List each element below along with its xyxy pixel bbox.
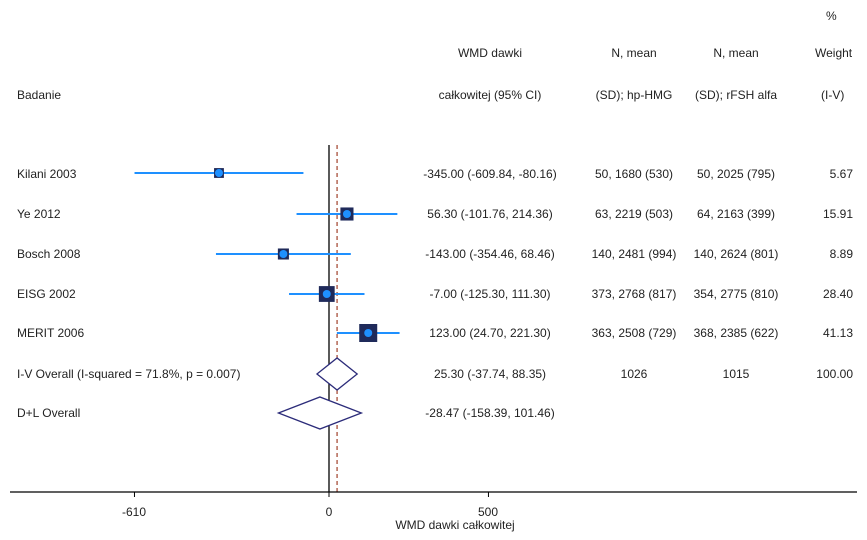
x-axis-label: WMD dawki całkowitej [395,518,515,532]
x-tick-label: 500 [477,505,499,519]
study-rfsh-value: 140, 2624 (801) [693,247,779,261]
x-tick-label: 0 [325,505,333,519]
study-label: Ye 2012 [17,207,61,221]
header-rfsh-line2: (SD); rFSH alfa [694,88,777,102]
overall-dl-label: D+L Overall [17,406,81,420]
header-study: Badanie [17,88,62,102]
study-label: Bosch 2008 [17,247,81,261]
header-weight-line2: (I-V) [821,88,845,102]
study-weight: 8.89 [829,247,853,261]
header-hp-line1: N, mean [611,46,657,60]
study-weight: 5.67 [829,167,853,181]
study-ci-text: -143.00 (-354.46, 68.46) [425,247,555,261]
study-point-estimate [279,250,288,258]
study-point-estimate [322,290,331,298]
study-point-estimate [364,329,373,337]
study-hp-value: 50, 1680 (530) [594,167,674,181]
x-tick-label: -610 [121,505,147,519]
study-ci-text: 123.00 (24.70, 221.30) [429,326,551,340]
study-rfsh-value: 354, 2775 (810) [693,287,779,301]
overall-dl-ci-text: -28.47 (-158.39, 101.46) [425,406,555,420]
overall-iv-weight: 100.00 [816,367,853,381]
study-label: Kilani 2003 [17,167,77,181]
overall-iv-rfsh-total: 1015 [722,367,750,381]
header-estimate-line2: całkowitej (95% CI) [438,88,542,102]
overall-iv-label: I-V Overall (I-squared = 71.8%, p = 0.00… [17,367,241,381]
header-weight-line1: Weight [815,46,853,60]
study-weight: 15.91 [822,207,853,221]
study-rfsh-value: 50, 2025 (795) [696,167,776,181]
overall-iv-diamond [315,357,359,391]
header-hp-line2: (SD); hp-HMG [595,88,673,102]
study-hp-value: 63, 2219 (503) [594,207,674,221]
study-point-estimate [342,210,351,218]
header-weight-percent: % [826,9,837,23]
study-label: MERIT 2006 [17,326,85,340]
study-weight: 41.13 [822,326,853,340]
study-ci-text: -7.00 (-125.30, 111.30) [429,287,551,301]
study-hp-value: 140, 2481 (994) [591,247,677,261]
study-hp-value: 373, 2768 (817) [591,287,677,301]
study-rfsh-value: 368, 2385 (622) [693,326,779,340]
study-ci-text: 56.30 (-101.76, 214.36) [427,207,553,221]
overall-iv-ci-text: 25.30 (-37.74, 88.35) [433,367,547,381]
overall-dl-diamond [276,396,364,430]
study-ci-text: -345.00 (-609.84, -80.16) [423,167,557,181]
overall-iv-hp-total: 1026 [620,367,648,381]
study-label: EISG 2002 [17,287,76,301]
study-rfsh-value: 64, 2163 (399) [696,207,776,221]
study-weight: 28.40 [822,287,853,301]
header-estimate-line1: WMD dawki [457,46,522,60]
study-point-estimate [214,169,223,177]
study-hp-value: 363, 2508 (729) [591,326,677,340]
header-rfsh-line1: N, mean [713,46,759,60]
